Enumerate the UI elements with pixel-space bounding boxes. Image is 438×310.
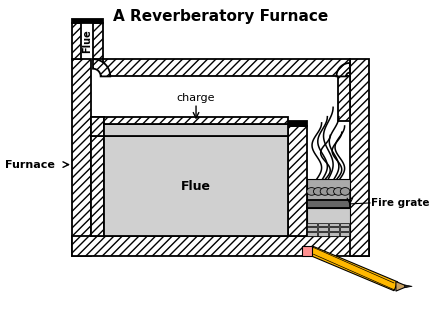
Bar [91, 117, 105, 136]
Text: A Reverberatory Furnace: A Reverberatory Furnace [113, 8, 328, 24]
Bar [318, 227, 328, 231]
Bar [72, 237, 369, 256]
Bar [318, 223, 328, 226]
Bar [93, 23, 102, 59]
Ellipse shape [327, 188, 336, 195]
Text: Fire grate: Fire grate [371, 198, 430, 208]
Text: charge: charge [177, 93, 215, 103]
Bar [329, 227, 339, 231]
Bar [329, 223, 339, 226]
Bar [318, 232, 328, 236]
Bar [105, 136, 288, 237]
Bar [307, 208, 350, 237]
Ellipse shape [340, 188, 350, 195]
Polygon shape [302, 246, 311, 256]
Text: Furnace: Furnace [5, 160, 55, 170]
Bar [72, 59, 91, 256]
Bar [339, 76, 350, 122]
Text: Flue: Flue [82, 29, 92, 53]
Bar [329, 232, 339, 236]
Polygon shape [336, 63, 350, 76]
Bar [307, 223, 317, 226]
Bar [339, 232, 350, 236]
Bar [288, 126, 307, 237]
Text: Flue: Flue [181, 180, 211, 193]
Bar [72, 19, 102, 23]
Polygon shape [405, 285, 412, 288]
Ellipse shape [314, 188, 323, 195]
Bar [105, 117, 288, 124]
Bar [105, 124, 288, 136]
Bar [288, 122, 307, 126]
Ellipse shape [320, 188, 330, 195]
Bar [91, 117, 105, 136]
Polygon shape [310, 246, 398, 291]
Bar [307, 179, 350, 200]
Bar [339, 223, 350, 226]
Bar [307, 232, 317, 236]
Ellipse shape [307, 188, 316, 195]
Bar [102, 59, 350, 76]
Bar [307, 227, 317, 231]
Bar [72, 23, 81, 59]
Ellipse shape [334, 188, 343, 195]
Polygon shape [93, 59, 110, 76]
Bar [350, 59, 369, 256]
Bar [307, 200, 350, 208]
Polygon shape [396, 281, 407, 291]
Bar [339, 227, 350, 231]
Bar [91, 136, 105, 237]
